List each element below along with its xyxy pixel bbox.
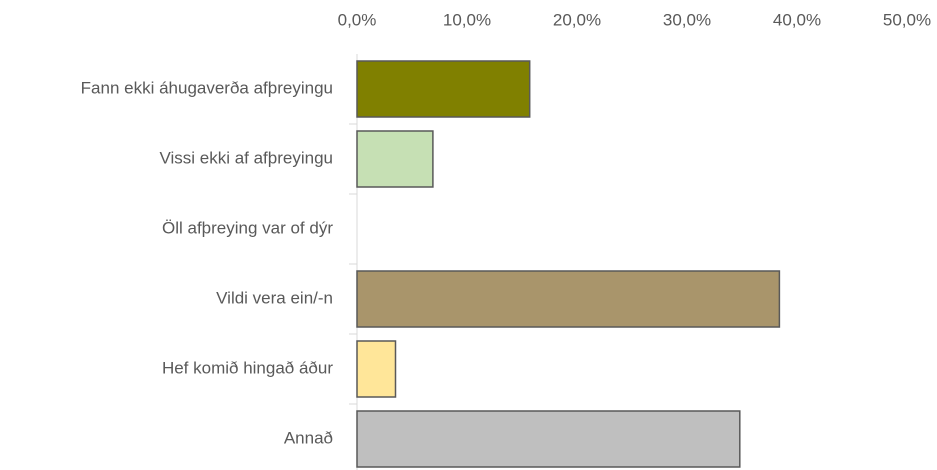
x-tick-label: 50,0% [883, 10, 931, 29]
bar [356, 60, 531, 118]
x-tick-label: 40,0% [773, 10, 821, 29]
x-tick-label: 30,0% [663, 10, 711, 29]
y-tick-label: Vildi vera ein/-n [216, 288, 333, 307]
x-tick-label: 20,0% [553, 10, 601, 29]
y-tick-label: Annað [284, 428, 333, 447]
y-tick-label: Öll afþreying var of dýr [162, 218, 333, 237]
y-tick-label: Vissi ekki af afþreyingu [159, 148, 333, 167]
y-tick-label: Fann ekki áhugaverða afþreyingu [81, 78, 333, 97]
x-tick-label: 0,0% [338, 10, 377, 29]
bar [356, 270, 781, 328]
bar [356, 130, 434, 188]
x-tick-label: 10,0% [443, 10, 491, 29]
y-tick-label: Hef komið hingað áður [162, 358, 333, 377]
bar [356, 340, 397, 398]
bar [356, 410, 741, 468]
